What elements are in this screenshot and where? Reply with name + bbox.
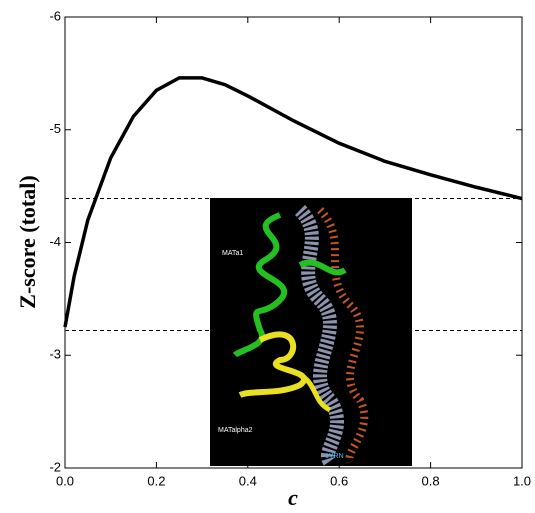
x-tick-label: 0.4 bbox=[239, 473, 257, 488]
green-ribbon bbox=[232, 212, 287, 358]
y-axis-label: Z-score (total) bbox=[15, 175, 40, 308]
green-ribbon bbox=[298, 259, 347, 276]
yellow-ribbon bbox=[238, 331, 307, 398]
x-tick-label: 0.0 bbox=[56, 473, 74, 488]
y-tick-label: -3 bbox=[49, 347, 61, 362]
y-tick-label: -6 bbox=[49, 8, 61, 23]
inset-label: MATalpha2 bbox=[218, 427, 253, 434]
x-tick-label: 0.2 bbox=[147, 473, 165, 488]
data-line bbox=[63, 76, 523, 328]
x-tick-label: 0.8 bbox=[422, 473, 440, 488]
dna-backbone bbox=[317, 207, 369, 464]
y-tick-label: -5 bbox=[49, 121, 61, 136]
x-axis-label: c bbox=[288, 485, 298, 510]
inset-label: MATa1 bbox=[222, 250, 243, 257]
x-tick-label: 1.0 bbox=[513, 473, 531, 488]
y-tick-label: -4 bbox=[49, 234, 61, 249]
yellow-ribbon bbox=[289, 367, 332, 413]
y-tick-label: -2 bbox=[49, 459, 61, 474]
x-tick-label: 0.6 bbox=[330, 473, 348, 488]
dna-strand bbox=[294, 205, 344, 467]
inset-image bbox=[210, 198, 412, 467]
inset-label: 1YRN bbox=[325, 453, 344, 460]
